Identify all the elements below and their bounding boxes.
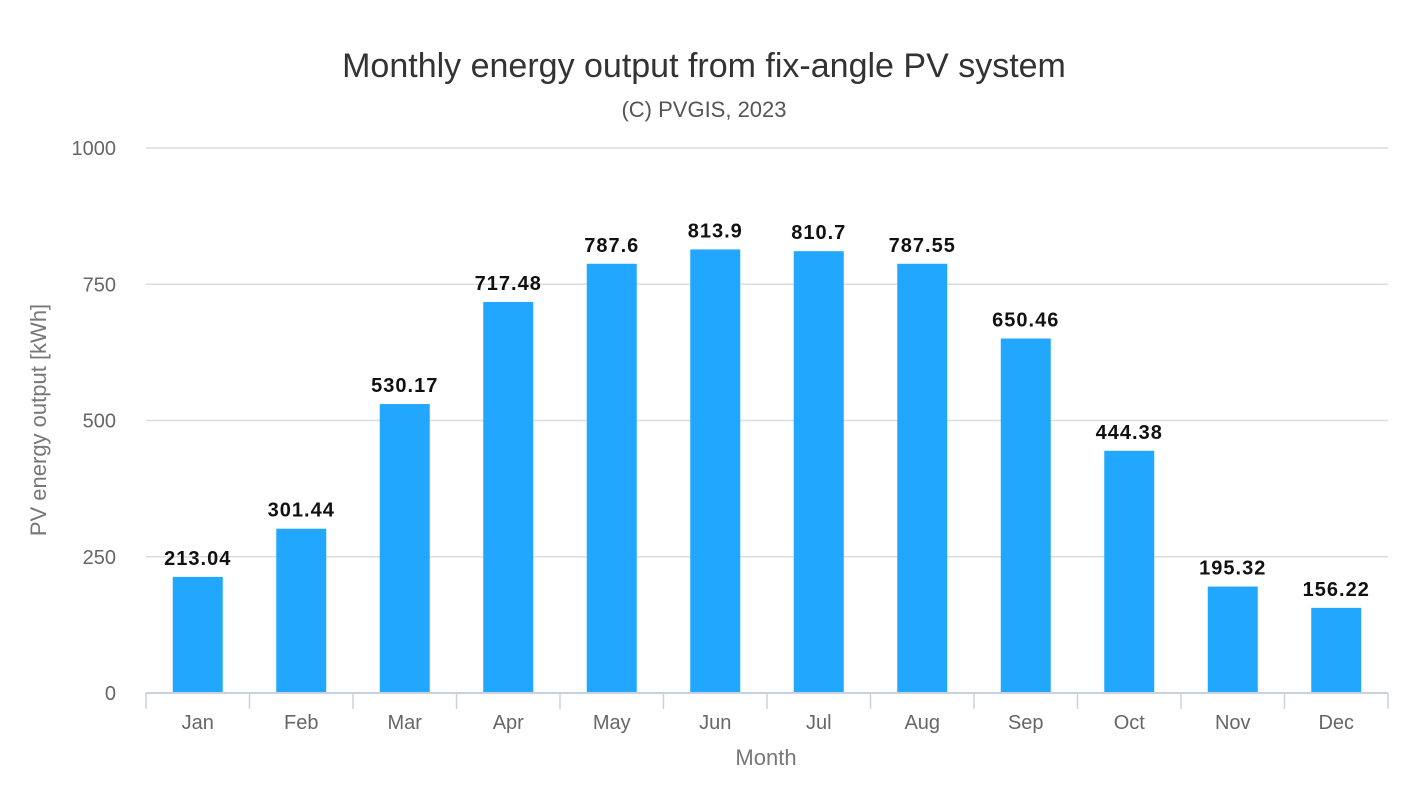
y-tick-label: 0 [105,683,116,705]
data-label: 813.9 [688,220,743,242]
x-tick-label: Jan [182,712,214,734]
bar-jun [690,249,741,693]
data-label: 444.38 [1096,422,1163,444]
bar-feb [276,528,327,693]
data-label: 301.44 [268,500,335,522]
bar-jan [172,576,223,693]
y-tick-label: 250 [83,547,116,569]
bar-oct [1104,450,1155,693]
bar-mar [379,404,430,693]
x-tick-label: Jun [699,712,731,734]
data-label: 213.04 [164,548,231,570]
data-label: 717.48 [475,273,542,295]
x-tick-label: Oct [1114,712,1146,734]
bar-sep [1000,338,1051,693]
data-label: 787.55 [889,235,956,257]
y-tick-label: 500 [83,411,116,433]
bar-apr [483,301,534,693]
x-axis-title: Month [735,745,796,770]
bar-nov [1207,586,1258,693]
bar-may [586,263,637,693]
x-tick-label: Jul [806,712,832,734]
chart-subtitle: (C) PVGIS, 2023 [621,97,786,122]
data-label: 195.32 [1199,558,1266,580]
x-tick-label: Sep [1008,712,1044,734]
y-tick-label: 1000 [72,138,117,160]
bars [172,249,1362,693]
bar-aug [897,263,948,693]
bar-jul [793,251,844,693]
x-tick-label: Feb [284,712,318,734]
data-label: 156.22 [1303,579,1370,601]
data-labels: 213.04 301.44 530.17 717.48 787.6 813.9 810.7 7… [164,220,1370,601]
data-label: 810.7 [791,222,846,244]
data-label: 787.6 [584,235,639,257]
gridlines [146,147,1388,558]
data-label: 530.17 [371,375,438,397]
x-axis: Jan Feb Mar Apr May Jun Jul Aug Sep Oct Nov Dec [145,692,1389,734]
data-label: 650.46 [992,309,1059,331]
x-tick-label: Mar [388,712,423,734]
x-tick-label: May [593,712,631,734]
y-axis-title: PV energy output [kWh] [26,304,51,536]
y-axis: 0 250 500 750 1000 [72,138,117,705]
y-tick-label: 750 [83,274,116,296]
x-tick-label: Dec [1318,712,1354,734]
chart-title: Monthly energy output from fix-angle PV … [342,47,1066,85]
x-tick-label: Aug [904,712,940,734]
bar-dec [1311,607,1362,693]
x-tick-label: Nov [1215,712,1251,734]
x-tick-label: Apr [493,712,524,734]
